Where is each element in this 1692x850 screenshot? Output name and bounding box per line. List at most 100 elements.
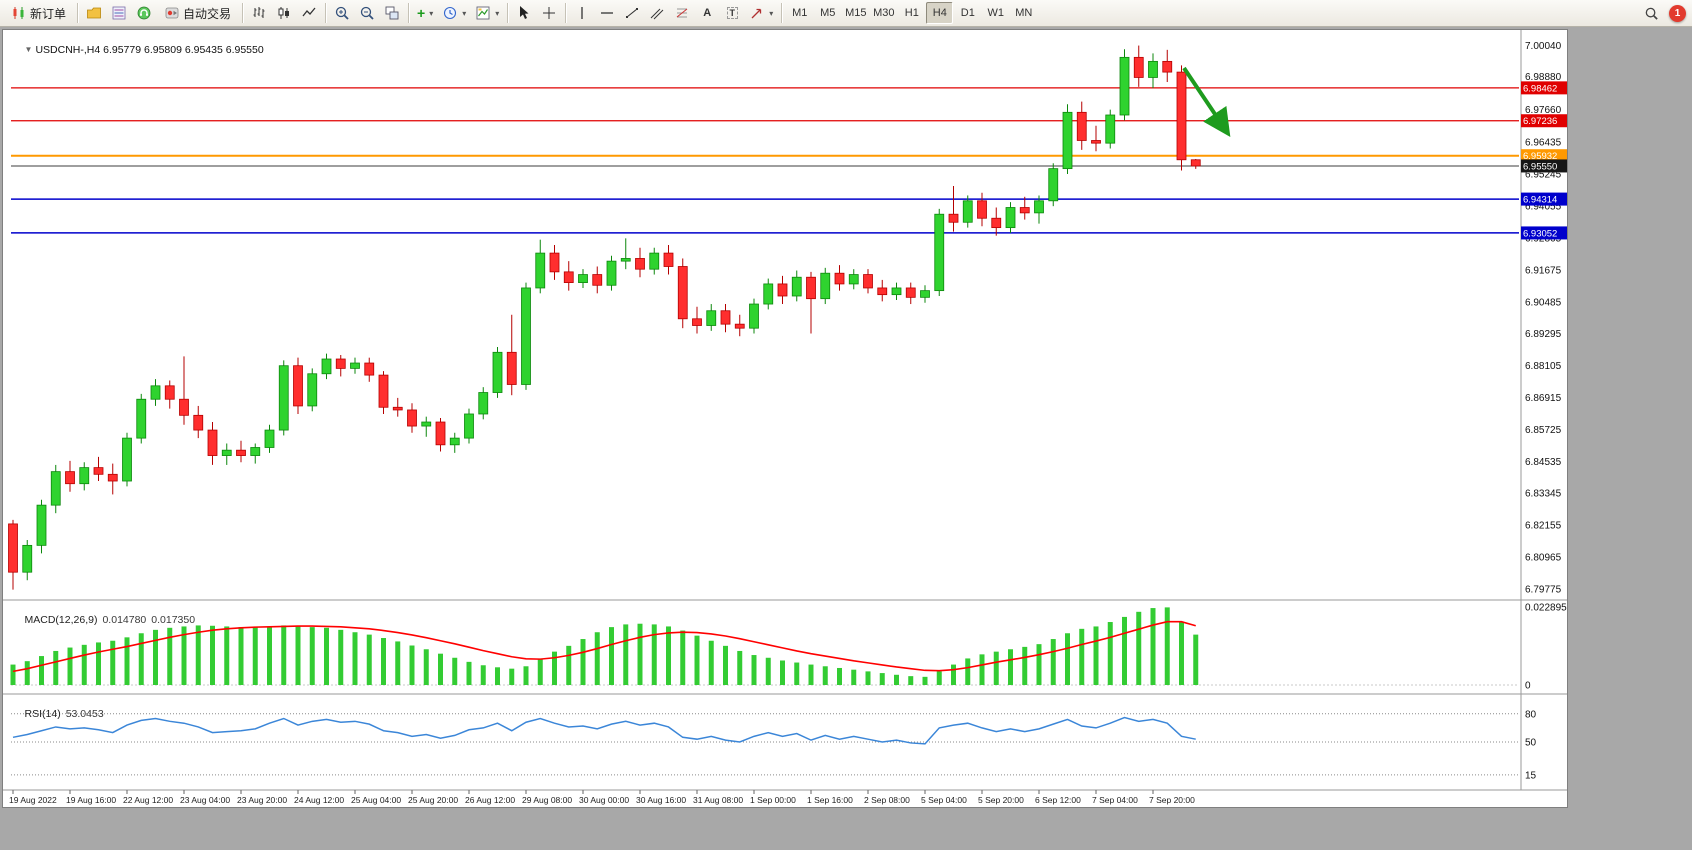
vertical-line-icon <box>581 7 583 19</box>
time-axis-label: 29 Aug 08:00 <box>522 795 572 805</box>
candle-body <box>877 287 888 296</box>
macd-bar <box>10 664 16 685</box>
rsi-indicator-label: RSI(14) 53.0453 <box>7 696 104 732</box>
candle-body <box>592 274 603 286</box>
text-label-button[interactable]: T <box>720 2 744 24</box>
bar-chart-button[interactable] <box>247 2 271 24</box>
timeframe-m15-button[interactable]: M15 <box>842 2 869 24</box>
timeframe-mn-button[interactable]: MN <box>1010 2 1037 24</box>
fibonacci-button[interactable] <box>670 2 694 24</box>
text-label-icon: T <box>726 7 739 19</box>
candle-body <box>962 200 973 223</box>
candle-body <box>435 421 446 446</box>
trend-arrow-annotation[interactable] <box>1182 66 1231 137</box>
candle-body <box>521 287 531 385</box>
macd-bar <box>96 642 101 685</box>
macd-bar <box>81 644 87 685</box>
candle-body <box>36 504 47 546</box>
periods-button[interactable]: ▾ <box>438 2 470 24</box>
macd-bar <box>708 640 714 685</box>
horizontal-line-button[interactable] <box>595 2 619 24</box>
macd-main-value: 0.014780 <box>102 614 147 626</box>
vertical-line-button[interactable] <box>570 2 594 24</box>
macd-bar <box>894 674 899 685</box>
autotrading-label: 自动交易 <box>183 6 232 21</box>
candle-body <box>606 260 617 286</box>
tile-windows-button[interactable] <box>380 2 404 24</box>
candle-body <box>1019 207 1030 214</box>
macd-bar <box>580 639 586 685</box>
timeframe-m5-button[interactable]: M5 <box>814 2 841 24</box>
macd-bar <box>309 627 315 685</box>
chart-window[interactable]: 7.00040 6.98880 6.97660 6.96435 6.95245 6.940… <box>2 29 1568 808</box>
notification-badge[interactable]: 1 <box>1669 4 1686 22</box>
timeframe-d1-button[interactable]: D1 <box>954 2 981 24</box>
new-order-button[interactable]: 新订单 <box>4 2 73 24</box>
search-button[interactable] <box>1639 2 1663 24</box>
macd-name: MACD(12,26,9) <box>24 614 98 626</box>
zoom-out-button[interactable] <box>355 2 379 24</box>
main-toolbar: 新订单 自动交易 <box>0 0 1692 27</box>
indicators-button[interactable]: + ▾ <box>413 2 437 24</box>
time-axis-label: 7 Sep 04:00 <box>1092 795 1138 805</box>
timeframe-m30-button[interactable]: M30 <box>870 2 897 24</box>
macd-bar <box>879 673 885 685</box>
alerts-button[interactable] <box>132 2 156 24</box>
text-button[interactable]: A <box>695 2 719 24</box>
candle-body <box>464 413 474 439</box>
candle-body <box>122 437 132 482</box>
zoom-in-button[interactable] <box>330 2 354 24</box>
market-watch-icon <box>112 6 126 20</box>
candlestick-button[interactable] <box>272 2 296 24</box>
chart-canvas[interactable]: 7.00040 6.98880 6.97660 6.96435 6.95245 6.940… <box>3 30 1567 807</box>
time-axis-label: 31 Aug 08:00 <box>693 795 743 805</box>
profiles-button[interactable] <box>82 2 106 24</box>
rsi-line <box>12 716 1196 745</box>
toolbar-separator <box>77 3 79 23</box>
timeframe-h1-button[interactable]: H1 <box>898 2 925 24</box>
macd-signal-line <box>12 620 1196 673</box>
macd-bar <box>1065 633 1070 685</box>
chart-dropdown-arrow-icon[interactable]: ▼ <box>24 45 33 54</box>
candle-body <box>307 373 318 407</box>
time-axis-label: 19 Aug 2022 <box>9 795 57 805</box>
macd-bar <box>623 624 629 685</box>
crosshair-button[interactable] <box>537 2 561 24</box>
rsi-axis-label: 50 <box>1525 738 1537 749</box>
macd-bar <box>566 645 572 685</box>
macd-bar <box>138 633 144 685</box>
candle-body <box>578 274 588 283</box>
macd-bar <box>167 627 173 685</box>
candle-body <box>293 365 303 407</box>
candle-body <box>563 271 574 283</box>
autotrading-button[interactable]: 自动交易 <box>157 2 238 24</box>
arrows-button[interactable]: ▾ <box>745 2 777 24</box>
equidistant-channel-button[interactable] <box>645 2 669 24</box>
new-order-label: 新订单 <box>30 6 67 21</box>
macd-bar <box>765 657 771 685</box>
macd-bar <box>238 627 244 685</box>
templates-button[interactable]: ▾ <box>471 2 503 24</box>
chevron-down-icon: ▾ <box>462 8 467 18</box>
timeframe-m1-button[interactable]: M1 <box>786 2 813 24</box>
line-chart-button[interactable] <box>297 2 321 24</box>
cursor-button[interactable] <box>512 2 536 24</box>
timeframe-w1-button[interactable]: W1 <box>982 2 1009 24</box>
macd-bar <box>723 645 728 685</box>
candle-body <box>22 544 33 573</box>
candle-body <box>763 283 774 305</box>
candle-body <box>948 213 959 223</box>
macd-bar <box>224 626 230 685</box>
candle-body <box>1119 56 1130 116</box>
market-watch-button[interactable] <box>107 2 131 24</box>
candle-body <box>449 437 460 446</box>
timeframe-h4-button[interactable]: H4 <box>926 2 954 24</box>
trendline-button[interactable] <box>620 2 644 24</box>
macd-bar <box>922 676 928 685</box>
time-axis-label: 26 Aug 12:00 <box>465 795 515 805</box>
candle-body <box>734 323 745 329</box>
time-axis-label: 5 Sep 04:00 <box>921 795 967 805</box>
macd-bar <box>822 666 828 685</box>
macd-bar <box>1093 626 1099 685</box>
macd-bar <box>438 653 443 685</box>
